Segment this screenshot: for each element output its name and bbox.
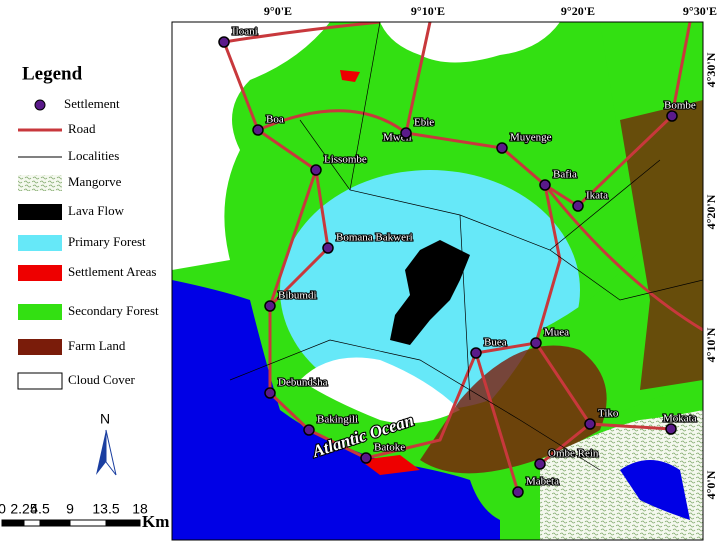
settlement-marker (539, 179, 551, 191)
lava-flow (390, 240, 470, 345)
settlement-label: Iloani (232, 26, 258, 38)
scale-unit: Km (142, 512, 169, 531)
legend-label: Settlement Areas (68, 264, 156, 279)
legend-symbol (18, 235, 62, 251)
settlement-marker (322, 242, 334, 254)
settlement-label: Debundsha (278, 377, 328, 389)
scale-segment (23, 519, 41, 527)
legend-label: Localities (68, 148, 119, 163)
roads (222, 22, 703, 493)
latitude-label: 4°30'N (704, 52, 718, 87)
cloud-cover (300, 357, 460, 424)
settlement-label: Bomana Bakweri (336, 232, 413, 244)
scale-segment (105, 519, 141, 527)
settlement-label: Ikata (586, 190, 608, 202)
legend-label: Cloud Cover (68, 372, 135, 387)
settlement-label: Batoke (374, 442, 405, 454)
legend-label: Primary Forest (68, 234, 146, 249)
settlement-marker (666, 110, 678, 122)
legend-title: Legend (22, 63, 83, 84)
settlement-marker (360, 452, 372, 464)
north-arrow: N (96, 411, 117, 476)
cloud-cover (172, 22, 330, 270)
latitude-label: 4°0'N (704, 470, 718, 499)
settlement-label: Bakingili (317, 414, 358, 426)
legend-symbol (17, 372, 63, 390)
settlement-label: Boa (266, 114, 284, 126)
settlement-marker (264, 300, 276, 312)
settlement-marker (534, 458, 546, 470)
legend-symbol (34, 99, 46, 111)
longitude-label: 9°0'E (264, 4, 292, 18)
longitude-label: 9°10'E (411, 4, 445, 18)
scale-label: 18 (132, 501, 148, 517)
settlement-label: Bombe (664, 100, 696, 112)
settlement-label: Muea (544, 327, 569, 339)
scale-label: 0 (0, 501, 6, 517)
settlement-label: Tiko (598, 408, 619, 420)
legend-symbol (18, 175, 62, 191)
legend-label: Lava Flow (68, 203, 125, 218)
settlement-marker (400, 127, 412, 139)
scale-segment (69, 519, 107, 527)
settlement-marker (264, 387, 276, 399)
settlement-marker (303, 424, 315, 436)
settlement-label: Bibumdi (278, 290, 317, 302)
overlay: IloaniBoaMweliLissombeEbieMuyengeBombeBa… (218, 24, 698, 498)
creek (620, 460, 690, 520)
longitude-label: 9°30'E (683, 4, 717, 18)
scale-label: 13.5 (92, 501, 119, 517)
legend-symbol (18, 304, 62, 320)
scale-segment (39, 519, 71, 527)
cloud-cover (380, 22, 560, 63)
legend-label: Settlement (64, 96, 120, 111)
settlement-label: Muyenge (510, 132, 552, 144)
legend-label: Mangorve (68, 174, 122, 189)
settlement-marker (218, 36, 230, 48)
arrow-left (96, 430, 106, 475)
settlement-marker (496, 142, 508, 154)
latitude-label: 4°20'N (704, 194, 718, 229)
legend-label: Farm Land (68, 338, 126, 353)
settlement-marker (310, 164, 322, 176)
settlement-label: Buea (484, 337, 507, 349)
legend-symbol (18, 339, 62, 355)
scale-label: 4.5 (30, 501, 50, 517)
settlement-label: Ebie (414, 117, 434, 129)
settlement-label: Lissombe (324, 154, 367, 166)
settlement-marker (470, 347, 482, 359)
localities (229, 22, 703, 471)
legend-symbol (18, 204, 62, 220)
ocean (172, 280, 500, 540)
legend: Legend (22, 63, 83, 84)
settlement-marker (665, 423, 677, 435)
settlement-label: Mokata (663, 413, 697, 425)
legend-label: Secondary Forest (68, 303, 159, 318)
settlement-marker (572, 200, 584, 212)
scale-label: 2.25 (10, 501, 37, 517)
legend-label: Road (68, 121, 96, 136)
map-area (172, 22, 703, 540)
settlement-marker (584, 418, 596, 430)
scale-segment (1, 519, 25, 527)
settlement-marker (512, 486, 524, 498)
scale-label: 9 (66, 501, 74, 517)
settlement-label: Ombe Rein (548, 448, 599, 460)
longitude-label: 9°20'E (561, 4, 595, 18)
north-label: N (100, 411, 110, 427)
map-frame (171, 21, 704, 541)
settlement-label: Bafia (553, 169, 577, 181)
settlement-marker (252, 124, 264, 136)
latitude-label: 4°10'N (704, 327, 718, 362)
legend-symbol (18, 265, 62, 281)
arrow-right (105, 429, 117, 476)
settlement-marker (530, 337, 542, 349)
settlement-label: Mabeta (526, 476, 559, 488)
